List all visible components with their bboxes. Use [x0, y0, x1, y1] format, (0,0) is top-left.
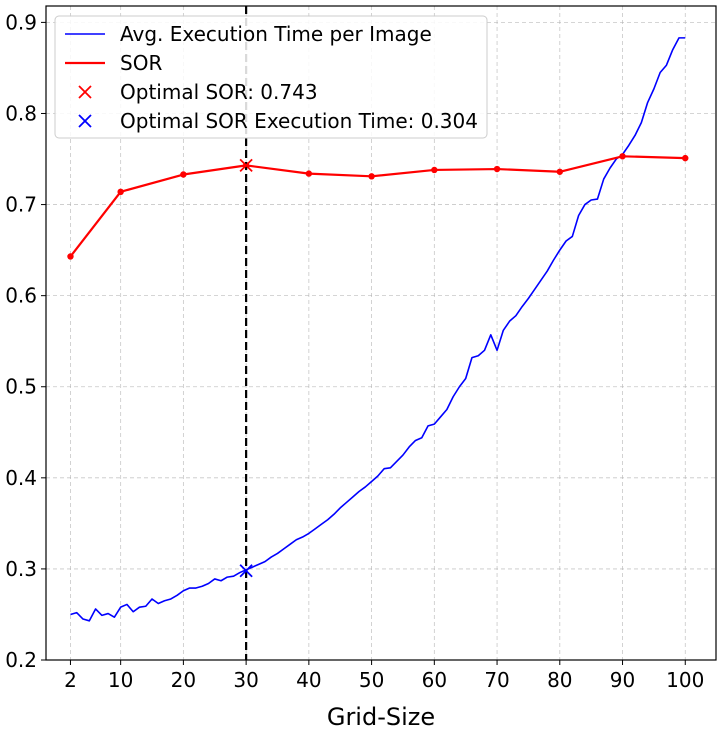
data-point-marker: [368, 173, 375, 180]
data-point-marker: [431, 166, 438, 174]
y-tick-label: 0.6: [5, 284, 37, 308]
x-tick-label: 80: [547, 668, 572, 692]
marker-stroke: [78, 114, 92, 128]
y-tick-label: 0.5: [5, 375, 37, 399]
y-tick-label: 0.4: [5, 466, 37, 490]
legend-label: Avg. Execution Time per Image: [120, 22, 432, 46]
legend-item: Optimal SOR Execution Time: 0.304: [78, 109, 478, 133]
marker-stroke: [239, 564, 253, 578]
legend-x-marker-icon: [78, 114, 92, 128]
data-point-marker: [619, 153, 626, 160]
data-point-marker: [493, 165, 501, 173]
data-point-marker: [117, 188, 124, 196]
x-tick-label: 2: [64, 668, 77, 692]
y-tick-label: 0.7: [5, 193, 37, 217]
x-axis-label: Grid-Size: [327, 703, 435, 731]
x-tick-label: 20: [171, 668, 196, 692]
legend-label: Optimal SOR Execution Time: 0.304: [120, 109, 478, 133]
legend-item: Avg. Execution Time per Image: [65, 22, 432, 46]
y-tick-label: 0.2: [5, 648, 37, 672]
x-tick-label: 60: [422, 668, 447, 692]
data-point-marker: [67, 253, 74, 260]
plot-frame: [45, 5, 717, 661]
legend-x-marker-icon: [78, 85, 92, 99]
y-tick-label: 0.3: [5, 557, 37, 581]
series-line-1: [69, 155, 686, 258]
data-point-marker: [682, 154, 689, 162]
x-tick-label: 10: [108, 668, 133, 692]
legend-label: SOR: [120, 51, 162, 75]
x-tick-label: 70: [484, 668, 509, 692]
series-line-0: [70, 37, 686, 622]
tick-labels: 2 10 20 30 40 50 60 70 80 90 100 0.2 0.3 0.4 0.5 0.6 0.7…: [5, 10, 704, 692]
y-tick-label: 0.9: [5, 10, 37, 34]
legend-item: Optimal SOR: 0.743: [78, 80, 318, 104]
marker-stroke: [239, 158, 253, 173]
legend-label: Optimal SOR: 0.743: [120, 80, 318, 104]
y-tick-label: 0.8: [5, 101, 37, 125]
legend-box: [54, 15, 488, 139]
data-point-marker: [180, 171, 187, 178]
x-tick-label: 50: [359, 668, 384, 692]
legend: Avg. Execution Time per Image SOR Optimal …: [54, 15, 488, 139]
legend-item: SOR: [65, 51, 162, 75]
x-tick-label: 40: [296, 668, 321, 692]
data-point-marker: [556, 168, 563, 175]
optimal-point-marker-2: [239, 158, 253, 173]
x-tick-label: 100: [666, 668, 704, 692]
x-tick-label: 90: [610, 668, 635, 692]
x-tick-label: 30: [233, 668, 258, 692]
data-point-marker: [305, 170, 313, 177]
axes: [45, 5, 717, 661]
optimal-point-marker-3: [239, 564, 253, 578]
marker-stroke: [78, 85, 92, 99]
